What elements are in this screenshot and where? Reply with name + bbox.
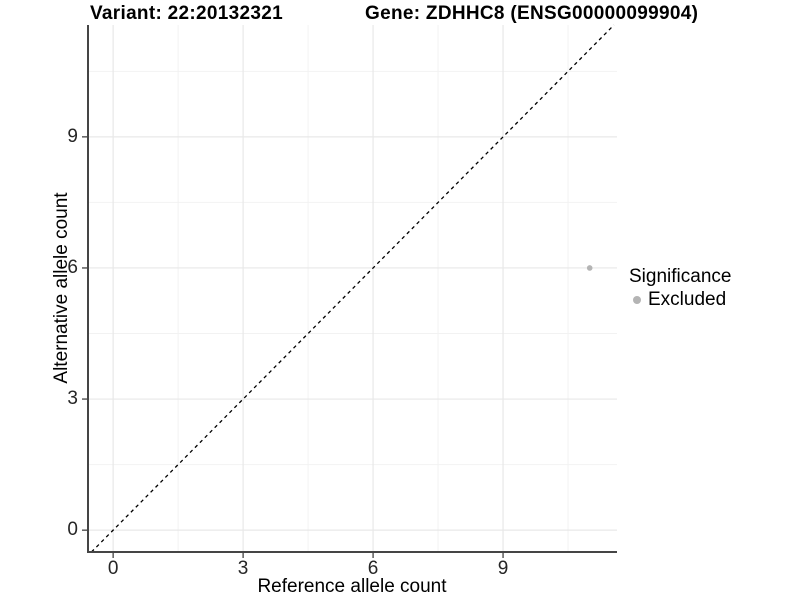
data-point — [586, 265, 593, 271]
y-tick-label: 3 — [67, 388, 78, 410]
x-tick-label: 6 — [367, 558, 379, 579]
legend: Significance Excluded — [629, 266, 731, 311]
x-axis-title: Reference allele count — [257, 576, 447, 597]
excluded-point-icon — [633, 296, 641, 304]
y-tick-label: 0 — [67, 519, 78, 541]
y-tick-label: 9 — [67, 125, 78, 147]
legend-item-excluded: Excluded — [629, 289, 731, 311]
identity-reference-line — [91, 24, 615, 553]
gene-title: Gene: ZDHHC8 (ENSG00000099904) — [365, 3, 699, 24]
y-tick-label: 6 — [67, 256, 78, 278]
y-axis-title: Alternative allele count — [51, 192, 72, 384]
x-tick-label: 0 — [107, 558, 119, 579]
x-tick-label: 3 — [237, 558, 249, 579]
legend-item-label: Excluded — [648, 289, 727, 310]
x-tick-label: 9 — [497, 558, 509, 579]
variant-title: Variant: 22:20132321 — [90, 3, 283, 24]
legend-title: Significance — [629, 266, 732, 287]
